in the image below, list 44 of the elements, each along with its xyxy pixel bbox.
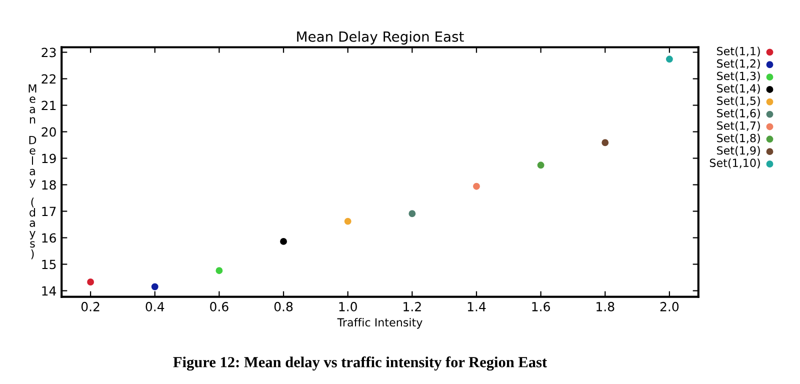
point xyxy=(280,238,287,245)
x-tick-label: 0.2 xyxy=(81,302,100,312)
point xyxy=(602,139,609,146)
caption: Figure 12: Mean delay vs traffic intensity for Region East xyxy=(173,356,547,371)
x-tick-label: 1.8 xyxy=(596,302,614,312)
y-tick-label: 23 xyxy=(42,48,56,58)
x-tick-label: 2.0 xyxy=(660,302,679,312)
chart-title: Mean Delay Region East xyxy=(297,31,464,45)
point xyxy=(473,182,480,190)
y-tick-label: 14 xyxy=(42,286,56,296)
y-tick-label: 19 xyxy=(42,154,56,164)
x-tick-label: 0.8 xyxy=(274,302,293,312)
legend-label: Set(1,7) xyxy=(717,121,760,132)
point xyxy=(666,56,673,63)
y-tick-label: 18 xyxy=(42,180,56,190)
legend-label: Set(1,10) xyxy=(710,158,760,168)
legend-label: Set(1,8) xyxy=(717,134,760,144)
y-tick-label: 20 xyxy=(42,127,56,137)
point xyxy=(87,278,94,286)
x-tick-label: 1.6 xyxy=(532,302,550,312)
point xyxy=(151,283,158,290)
x-tick-label: 0.4 xyxy=(146,302,164,312)
y-tick-label: 15 xyxy=(42,260,56,270)
y-tick-label: 17 xyxy=(42,206,56,216)
legend-label: Set(1,4) xyxy=(717,84,760,94)
x-axis-title: Traffic Intensity xyxy=(337,318,422,329)
y-tick-label: 21 xyxy=(42,100,56,110)
x-tick-label: 1.4 xyxy=(468,302,486,312)
point xyxy=(408,210,416,218)
x-tick-label: 1.0 xyxy=(339,302,357,312)
legend-label: Set(1,3) xyxy=(717,72,760,82)
text: Mean Delay (days) xyxy=(28,84,36,260)
legend-label: Set(1,5) xyxy=(717,96,760,106)
x-tick-label: 1.2 xyxy=(404,302,421,312)
point xyxy=(537,162,544,169)
y-tick-label: 16 xyxy=(42,233,56,243)
legend-label: Set(1,1) xyxy=(717,46,760,57)
legend-label: Set(1,9) xyxy=(717,146,760,156)
x-tick-label: 0.6 xyxy=(210,302,228,312)
point xyxy=(344,218,352,225)
point xyxy=(216,267,223,274)
legend-label: Set(1,6) xyxy=(717,108,760,119)
y-tick-label: 22 xyxy=(42,74,56,84)
legend-label: Set(1,2) xyxy=(717,59,760,70)
